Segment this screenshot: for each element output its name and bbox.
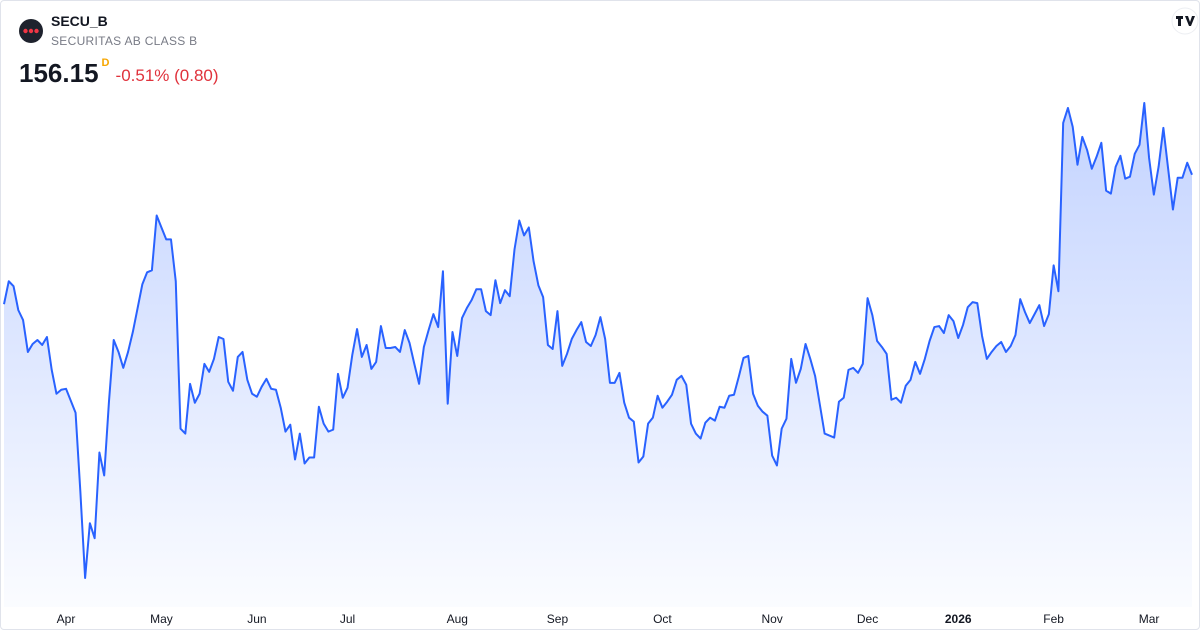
x-tick-label: Jun [247,612,266,626]
price-line [3,102,1193,579]
x-tick-label: Oct [653,612,672,626]
logo-dot [28,28,34,34]
tv-logo-mark [1176,16,1195,26]
x-tick-label: 2026 [945,612,972,626]
interval: D [102,57,110,69]
x-tick-label: May [150,612,173,626]
x-tick-label: Nov [761,612,782,626]
price-change: -0.51% (0.80) [116,66,219,85]
x-tick-label: Dec [857,612,878,626]
x-tick-label: Apr [57,612,76,626]
area-fill [4,103,1192,607]
x-tick-label: Mar [1139,612,1160,626]
x-tick-label: Aug [447,612,468,626]
logo-dot [23,28,28,34]
plot-area [3,102,1193,607]
x-axis: Apr May Jun Jul Aug Sep Oct Nov Dec 2026 Feb Mar [57,612,1160,626]
x-tick-label: Sep [547,612,569,626]
x-tick-label: Jul [340,612,355,626]
x-tick-label: Feb [1043,612,1064,626]
symbol: SECU_B [51,13,108,29]
description: SECURITAS AB CLASS B [51,34,198,48]
tv-logo[interactable] [1171,7,1199,35]
tv-logo-bg [1171,7,1199,35]
logo-dot [34,28,39,34]
last-price: 156.15 [19,58,99,88]
